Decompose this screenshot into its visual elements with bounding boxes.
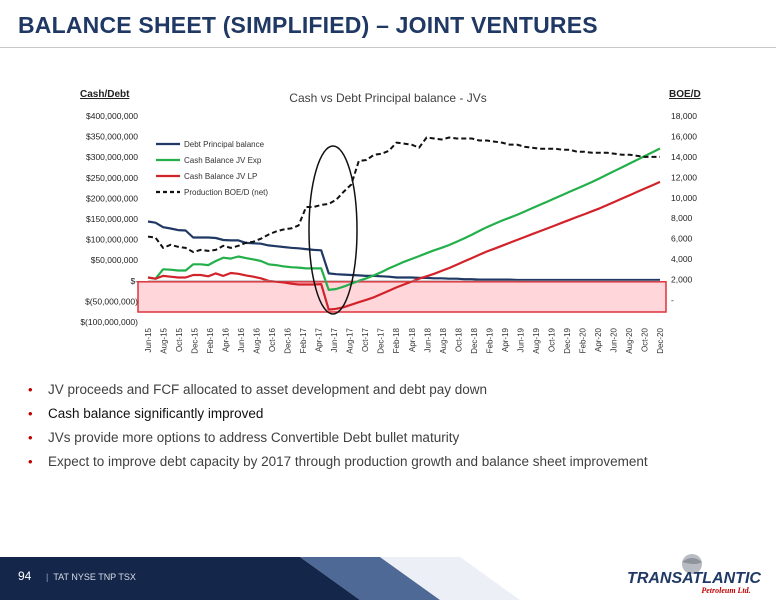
bullet-list: JV proceeds and FCF allocated to asset d… [26,378,746,474]
y-tick-label: $150,000,000 [86,214,138,224]
right-axis-label: BOE/D [669,89,701,100]
x-tick-label: Oct-19 [547,327,556,352]
x-tick-label: Oct-20 [640,327,649,352]
footer-tickers: | TAT NYSE TNP TSX [46,572,136,582]
page-number: 94 [18,569,32,583]
y-tick-label: $100,000,000 [86,235,138,245]
svg-text:TRANSATLANTIC: TRANSATLANTIC [627,570,761,587]
svg-text:Petroleum Ltd.: Petroleum Ltd. [701,586,750,595]
y2-tick-label: 6,000 [671,234,693,244]
bullet-item: JVs provide more options to address Conv… [26,426,746,450]
x-tick-label: Apr-20 [594,327,603,352]
x-tick-label: Oct-17 [361,327,370,352]
x-tick-label: Dec-19 [563,327,572,353]
cash-vs-debt-chart: Cash vs Debt Principal balance - JVs Cash… [80,89,701,354]
x-tick-label: Apr-19 [501,327,510,352]
y2-tick-label: 12,000 [671,172,697,182]
x-tick-label: Apr-18 [408,327,417,352]
y-tick-label: $(50,000,000) [85,296,138,306]
x-tick-label: Aug-15 [160,327,169,353]
y-tick-label: $- [130,276,138,286]
x-tick-label: Feb-19 [485,327,494,353]
x-tick-label: Dec-15 [191,327,200,353]
plot-area [147,136,661,311]
x-tick-label: Feb-16 [206,327,215,353]
x-tick-label: Jun-16 [237,327,246,352]
series-line-3 [147,136,660,253]
y-tick-label: $50,000,000 [91,255,139,265]
title-divider [0,47,776,48]
x-tick-label: Feb-20 [578,327,587,353]
x-tick-label: Dec-18 [470,327,479,353]
x-tick-label: Aug-16 [253,327,262,353]
x-tick-label: Oct-15 [175,327,184,352]
legend-label: Cash Balance JV Exp [184,156,262,165]
negative-cash-highlight-band [137,281,667,313]
x-tick-label: Jun-18 [423,327,432,352]
x-tick-label: Oct-18 [454,327,463,352]
bullet-item: JV proceeds and FCF allocated to asset d… [26,378,746,402]
series-line-1 [147,147,661,291]
y2-tick-label: 8,000 [671,213,693,223]
page-title: BALANCE SHEET (SIMPLIFIED) – JOINT VENTU… [18,12,598,38]
left-axis-label: Cash/Debt [80,89,130,100]
x-tick-label: Feb-18 [392,327,401,353]
legend-label: Debt Principal balance [184,140,265,149]
x-tick-label: Aug-20 [625,327,634,353]
y2-tick-label: 10,000 [671,193,697,203]
y-tick-label: $(100,000,000) [80,317,138,327]
chart-axes: Cash vs Debt Principal balance - JVs Cash… [80,89,701,354]
y2-tick-label: 18,000 [671,111,697,121]
jun-17-highlight-ellipse [308,145,358,315]
series-line-2 [147,180,661,311]
x-tick-label: Apr-16 [222,327,231,352]
x-tick-label: Aug-18 [439,327,448,353]
x-tick-label: Dec-17 [377,327,386,353]
bullet-item: Expect to improve debt capacity by 2017 … [26,450,746,474]
y2-tick-label: 14,000 [671,152,697,162]
y-tick-label: $400,000,000 [86,111,138,121]
series-line-0 [147,220,660,282]
legend-label: Cash Balance JV LP [184,172,257,181]
chart-legend: Debt Principal balance Cash Balance JV Ex… [156,140,268,197]
chart-title: Cash vs Debt Principal balance - JVs [289,91,486,105]
y2-tick-label: - [671,295,674,305]
x-tick-label: Feb-17 [299,327,308,353]
x-tick-label: Apr-17 [315,327,324,352]
legend-label: Production BOE/D (net) [184,188,268,197]
x-tick-label: Jun-15 [144,327,153,352]
x-tick-label: Jun-20 [609,327,618,352]
y2-tick-label: 4,000 [671,254,693,264]
y-tick-label: $250,000,000 [86,173,138,183]
y-tick-label: $350,000,000 [86,132,138,142]
x-tick-label: Jun-17 [330,327,339,352]
footer-band [0,557,520,600]
x-tick-label: Dec-20 [656,327,665,353]
x-tick-label: Oct-16 [268,327,277,352]
transatlantic-logo: TRANSATLANTIC Petroleum Ltd. [627,554,761,595]
y2-tick-label: 16,000 [671,131,697,141]
x-tick-label: Aug-19 [532,327,541,353]
y-tick-label: $200,000,000 [86,193,138,203]
x-tick-label: Jun-19 [516,327,525,352]
y2-tick-label: 2,000 [671,275,693,285]
bullet-item: Cash balance significantly improved [26,402,746,426]
x-tick-label: Dec-16 [284,327,293,353]
x-tick-label: Aug-17 [346,327,355,353]
y-tick-label: $300,000,000 [86,152,138,162]
